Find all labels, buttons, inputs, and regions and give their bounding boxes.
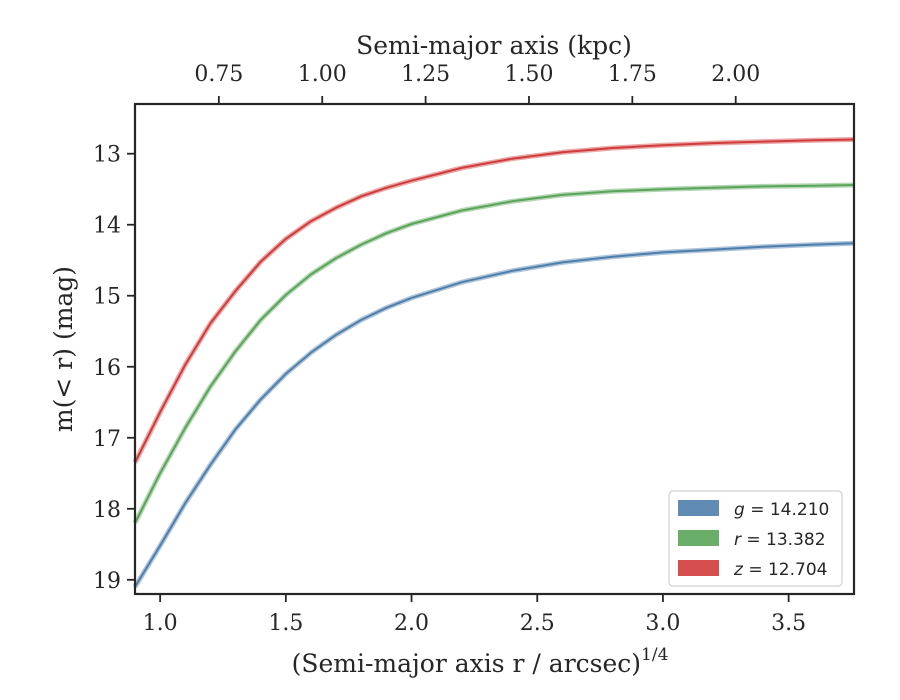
legend-label-g: g = 14.210 (734, 500, 829, 520)
left-axis-title: m(< r) (mag) (49, 266, 78, 432)
legend-swatch-g (678, 500, 719, 516)
x-tick-label: 1.0 (143, 611, 178, 636)
x2-tick-label: 0.75 (194, 62, 243, 87)
legend-swatch-z (678, 560, 719, 576)
x2-tick-label: 1.00 (298, 62, 347, 87)
x-tick-label: 2.5 (520, 611, 555, 636)
y-tick-label: 18 (93, 498, 121, 523)
bottom-axis-title: (Semi-major axis r / arcsec)1/4 (292, 645, 669, 678)
series-band-r (132, 182, 855, 525)
y-tick-label: 16 (93, 356, 121, 381)
x2-tick-label: 1.25 (401, 62, 450, 87)
bottom-axis-title-exponent: 1/4 (641, 645, 668, 665)
top-axis-title: Semi-major axis (kpc) (356, 31, 632, 60)
legend-label-z: z = 12.704 (733, 560, 827, 580)
y-tick-label: 13 (93, 143, 121, 168)
x-tick-label: 3.0 (645, 611, 680, 636)
axis-ticks: 1.0 1.5 2.0 2.5 3.0 3.5 0.75 1.00 1.25 1.50 1.75 2.… (93, 62, 806, 636)
y-tick-label: 14 (93, 214, 121, 239)
y-tick-label: 17 (93, 427, 121, 452)
x2-tick-label: 1.50 (504, 62, 553, 87)
y-tick-label: 19 (93, 569, 121, 594)
series-line-r (134, 184, 855, 524)
legend-items: g = 14.210 r = 13.382 z = 12.704 (678, 500, 829, 580)
x2-tick-label: 1.75 (608, 62, 657, 87)
x-tick-label: 2.0 (394, 611, 429, 636)
x-tick-label: 1.5 (268, 611, 303, 636)
plot-frame (133, 102, 856, 596)
series-line-g (134, 242, 855, 588)
legend-swatch-r (678, 530, 719, 546)
legend: g = 14.210 r = 13.382 z = 12.704 (668, 490, 843, 587)
bottom-axis-title-text: (Semi-major axis r / arcsec) (292, 649, 641, 678)
plot-lines (132, 137, 855, 589)
x2-tick-label: 2.00 (711, 62, 760, 87)
series-line-z (134, 138, 855, 464)
x-tick-label: 3.5 (771, 611, 806, 636)
y-tick-label: 15 (93, 285, 121, 310)
legend-label-r: r = 13.382 (734, 530, 826, 550)
